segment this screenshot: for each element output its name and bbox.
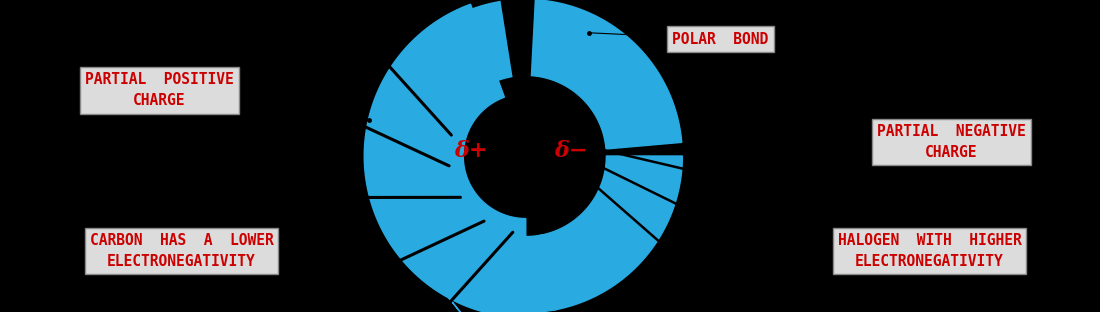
Polygon shape bbox=[540, 156, 682, 310]
Polygon shape bbox=[526, 235, 559, 312]
Text: CARBON  HAS  A  LOWER
ELECTRONEGATIVITY: CARBON HAS A LOWER ELECTRONEGATIVITY bbox=[89, 233, 274, 269]
Text: PARTIAL  POSITIVE
CHARGE: PARTIAL POSITIVE CHARGE bbox=[85, 72, 234, 109]
Text: δ+: δ+ bbox=[454, 140, 487, 162]
Text: PARTIAL  NEGATIVE
CHARGE: PARTIAL NEGATIVE CHARGE bbox=[877, 124, 1026, 160]
Polygon shape bbox=[364, 4, 526, 312]
Polygon shape bbox=[530, 0, 682, 149]
Polygon shape bbox=[514, 9, 531, 37]
Polygon shape bbox=[378, 210, 526, 312]
Text: HALOGEN  WITH  HIGHER
ELECTRONEGATIVITY: HALOGEN WITH HIGHER ELECTRONEGATIVITY bbox=[837, 233, 1022, 269]
Polygon shape bbox=[497, 0, 536, 101]
Text: POLAR  BOND: POLAR BOND bbox=[672, 32, 769, 46]
Polygon shape bbox=[468, 1, 516, 81]
Text: δ−: δ− bbox=[554, 140, 587, 162]
